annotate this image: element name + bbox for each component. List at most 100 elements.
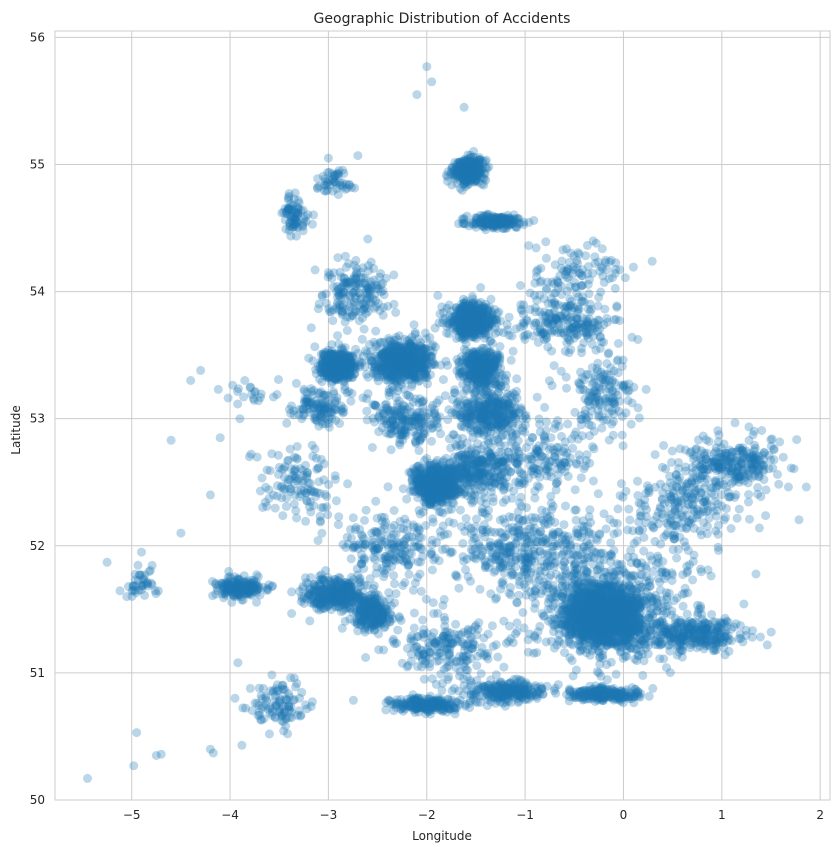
scatter-point	[620, 627, 629, 637]
scatter-point	[618, 624, 628, 634]
scatter-point	[701, 507, 711, 517]
scatter-point	[574, 607, 584, 617]
scatter-point	[622, 595, 632, 605]
scatter-point	[620, 612, 630, 622]
scatter-point	[596, 581, 606, 590]
scatter-point	[601, 600, 611, 610]
scatter-point	[794, 515, 804, 525]
scatter-point	[584, 608, 594, 618]
scatter-point	[633, 491, 643, 500]
scatter-point	[595, 604, 605, 614]
scatter-point	[713, 426, 723, 436]
scatter-point	[744, 422, 754, 432]
scatter-point	[579, 596, 589, 606]
scatter-point	[560, 599, 570, 609]
scatter-point	[751, 569, 761, 579]
scatter-point	[602, 600, 612, 610]
scatter-point	[605, 619, 615, 628]
scatter-point	[420, 473, 429, 483]
scatter-point	[661, 530, 671, 540]
scatter-point	[569, 579, 579, 589]
scatter-point	[634, 627, 643, 637]
scatter-point	[668, 486, 678, 496]
scatter-point	[577, 606, 587, 616]
scatter-point	[592, 589, 602, 599]
scatter-point	[565, 586, 575, 596]
scatter-point	[595, 619, 605, 629]
scatter-point	[629, 595, 638, 605]
scatter-point	[616, 479, 626, 489]
scatter-point	[620, 606, 629, 615]
scatter-point	[537, 609, 547, 619]
scatter-point	[601, 584, 611, 594]
scatter-point	[609, 576, 619, 586]
scatter-point	[576, 621, 586, 631]
scatter-point	[595, 615, 605, 625]
scatter-point	[633, 596, 643, 606]
scatter-point	[593, 597, 603, 607]
scatter-point	[585, 594, 595, 604]
scatter-point	[405, 346, 415, 356]
scatter-point	[638, 670, 648, 680]
scatter-point	[720, 650, 730, 660]
scatter-point	[600, 611, 610, 621]
scatter-point	[598, 588, 608, 598]
scatter-point	[589, 600, 598, 610]
scatter-point	[601, 613, 611, 623]
scatter-point	[426, 487, 436, 497]
scatter-point	[694, 634, 704, 644]
scatter-point	[608, 608, 618, 618]
scatter-point	[622, 629, 632, 639]
scatter-point	[591, 639, 601, 649]
scatter-point	[600, 637, 610, 646]
scatter-point	[566, 603, 576, 613]
scatter-point	[568, 640, 578, 650]
scatter-point	[702, 496, 711, 506]
scatter-point	[584, 611, 594, 621]
scatter-point	[555, 612, 565, 622]
scatter-point	[667, 446, 677, 456]
scatter-point	[562, 605, 572, 615]
scatter-point	[385, 344, 395, 354]
scatter-point	[616, 624, 626, 634]
scatter-point	[593, 604, 603, 614]
scatter-point	[512, 597, 522, 607]
scatter-point	[615, 594, 625, 604]
scatter-point	[654, 507, 663, 517]
scatter-point	[578, 634, 588, 644]
scatter-point	[678, 641, 688, 651]
scatter-point	[778, 452, 788, 462]
scatter-point	[685, 448, 695, 458]
scatter-point	[579, 630, 589, 640]
scatter-point	[642, 505, 651, 515]
scatter-point	[578, 610, 588, 619]
scatter-point	[665, 515, 675, 525]
scatter-point	[597, 594, 607, 604]
scatter-point	[602, 598, 612, 608]
scatter-point	[565, 653, 575, 663]
scatter-point	[571, 599, 581, 609]
scatter-point	[614, 591, 624, 601]
scatter-point	[569, 574, 579, 584]
scatter-point	[604, 615, 614, 625]
scatter-point	[581, 608, 591, 618]
scatter-point	[596, 615, 606, 625]
scatter-point	[575, 645, 585, 655]
scatter-point	[626, 619, 636, 629]
scatter-point	[589, 623, 599, 633]
scatter-point	[577, 629, 587, 639]
scatter-point	[599, 609, 609, 619]
scatter-point	[623, 610, 633, 620]
scatter-point	[668, 545, 678, 555]
scatter-point	[614, 589, 623, 598]
scatter-point	[607, 598, 617, 608]
scatter-point	[701, 435, 711, 445]
scatter-point	[597, 593, 607, 603]
scatter-point	[745, 448, 755, 458]
scatter-point	[715, 627, 725, 637]
scatter-point	[577, 601, 587, 611]
scatter-point	[660, 574, 669, 584]
scatter-point	[593, 565, 603, 574]
scatter-point	[548, 584, 558, 594]
